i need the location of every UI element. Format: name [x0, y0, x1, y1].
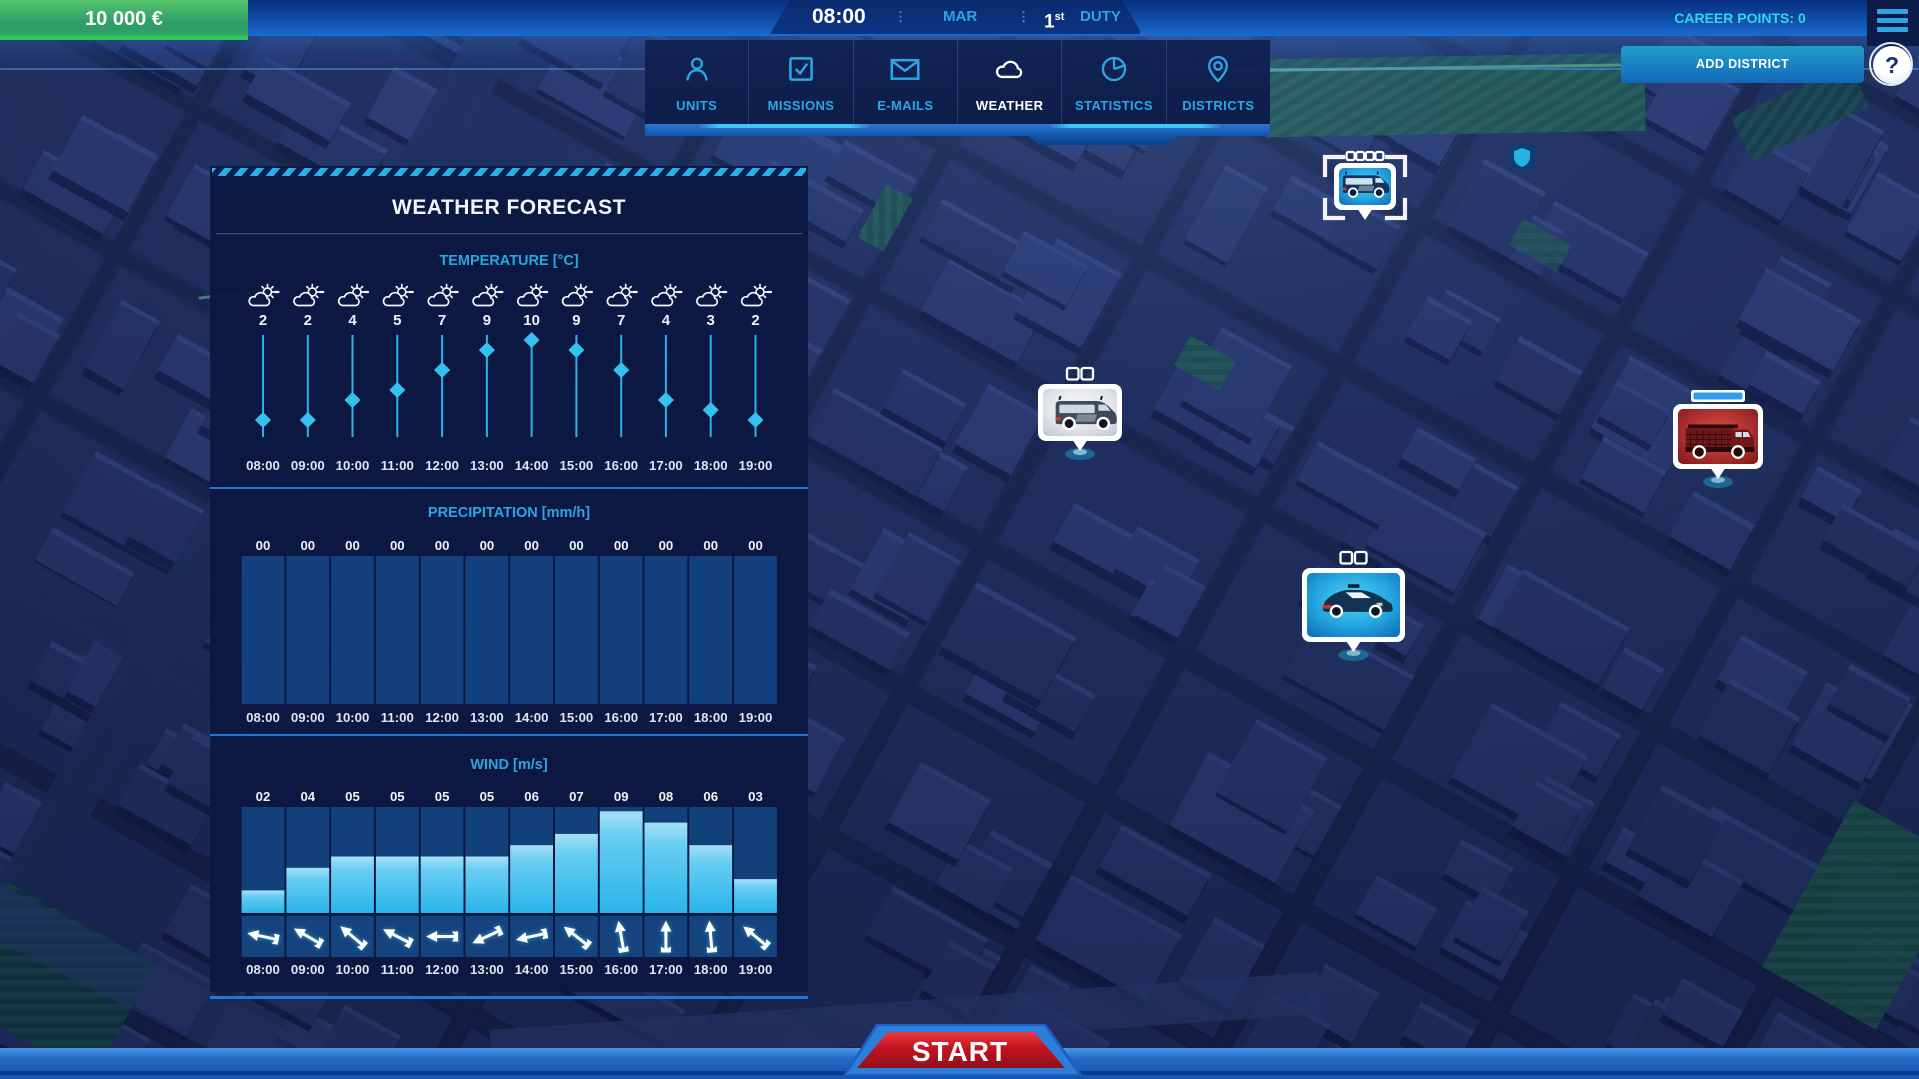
svg-text:13:00: 13:00 — [470, 962, 504, 977]
svg-text:06: 06 — [703, 789, 718, 804]
svg-text:09:00: 09:00 — [291, 458, 325, 473]
svg-text:13:00: 13:00 — [470, 458, 504, 473]
svg-text:4: 4 — [662, 312, 671, 329]
svg-text:19:00: 19:00 — [739, 710, 773, 725]
svg-text:5: 5 — [393, 312, 401, 329]
svg-text:16:00: 16:00 — [604, 458, 638, 473]
svg-text:17:00: 17:00 — [649, 458, 683, 473]
svg-text:00: 00 — [435, 538, 450, 553]
svg-text:2: 2 — [259, 312, 267, 329]
svg-text:12:00: 12:00 — [425, 710, 459, 725]
svg-text:14:00: 14:00 — [515, 710, 549, 725]
svg-text:05: 05 — [390, 789, 405, 804]
svg-text:18:00: 18:00 — [694, 710, 728, 725]
svg-text:11:00: 11:00 — [381, 710, 414, 725]
svg-text:19:00: 19:00 — [739, 458, 773, 473]
svg-text:09: 09 — [614, 789, 629, 804]
svg-text:09:00: 09:00 — [291, 962, 325, 977]
svg-text:10:00: 10:00 — [336, 710, 370, 725]
svg-text:START: START — [912, 1036, 1008, 1067]
svg-text:00: 00 — [256, 538, 271, 553]
svg-text:WIND [m/s]: WIND [m/s] — [470, 757, 548, 773]
svg-text:08:00: 08:00 — [246, 710, 280, 725]
svg-text:00: 00 — [300, 538, 315, 553]
svg-text:18:00: 18:00 — [694, 458, 728, 473]
svg-text:13:00: 13:00 — [470, 710, 504, 725]
svg-text:7: 7 — [617, 312, 625, 329]
svg-text:16:00: 16:00 — [604, 962, 638, 977]
svg-text:17:00: 17:00 — [649, 962, 683, 977]
svg-text:10: 10 — [523, 312, 540, 329]
svg-text:12:00: 12:00 — [425, 458, 459, 473]
svg-text:3: 3 — [707, 312, 715, 329]
svg-text:00: 00 — [748, 538, 763, 553]
svg-text:17:00: 17:00 — [649, 710, 683, 725]
svg-text:WEATHER FORECAST: WEATHER FORECAST — [392, 196, 626, 219]
svg-text:12:00: 12:00 — [425, 962, 459, 977]
svg-text:9: 9 — [483, 312, 491, 329]
svg-text:2: 2 — [304, 312, 312, 329]
svg-text:16:00: 16:00 — [604, 710, 638, 725]
svg-text:00: 00 — [524, 538, 539, 553]
svg-text:08:00: 08:00 — [246, 962, 280, 977]
svg-text:TEMPERATURE [°C]: TEMPERATURE [°C] — [439, 253, 578, 269]
svg-text:PRECIPITATION [mm/h]: PRECIPITATION [mm/h] — [428, 505, 590, 521]
svg-text:09:00: 09:00 — [291, 710, 325, 725]
svg-text:10:00: 10:00 — [336, 458, 370, 473]
svg-text:06: 06 — [524, 789, 539, 804]
svg-text:03: 03 — [748, 789, 763, 804]
svg-text:05: 05 — [435, 789, 450, 804]
svg-text:15:00: 15:00 — [560, 458, 594, 473]
svg-text:15:00: 15:00 — [560, 710, 594, 725]
svg-text:07: 07 — [569, 789, 584, 804]
svg-text:02: 02 — [256, 789, 271, 804]
svg-text:2: 2 — [751, 312, 759, 329]
svg-text:10:00: 10:00 — [336, 962, 370, 977]
svg-text:00: 00 — [569, 538, 584, 553]
svg-text:00: 00 — [345, 538, 360, 553]
svg-text:04: 04 — [300, 789, 315, 804]
svg-text:14:00: 14:00 — [515, 962, 549, 977]
svg-text:9: 9 — [572, 312, 580, 329]
svg-text:14:00: 14:00 — [515, 458, 549, 473]
svg-text:08: 08 — [659, 789, 674, 804]
svg-text:05: 05 — [345, 789, 360, 804]
svg-text:18:00: 18:00 — [694, 962, 728, 977]
svg-text:00: 00 — [659, 538, 674, 553]
svg-text:11:00: 11:00 — [381, 962, 414, 977]
svg-text:15:00: 15:00 — [560, 962, 594, 977]
svg-text:7: 7 — [438, 312, 446, 329]
svg-text:11:00: 11:00 — [381, 458, 414, 473]
svg-text:00: 00 — [614, 538, 629, 553]
svg-text:19:00: 19:00 — [739, 962, 773, 977]
svg-text:00: 00 — [703, 538, 718, 553]
svg-text:4: 4 — [348, 312, 357, 329]
svg-text:05: 05 — [480, 789, 495, 804]
svg-text:08:00: 08:00 — [246, 458, 280, 473]
svg-text:00: 00 — [480, 538, 495, 553]
svg-text:00: 00 — [390, 538, 405, 553]
